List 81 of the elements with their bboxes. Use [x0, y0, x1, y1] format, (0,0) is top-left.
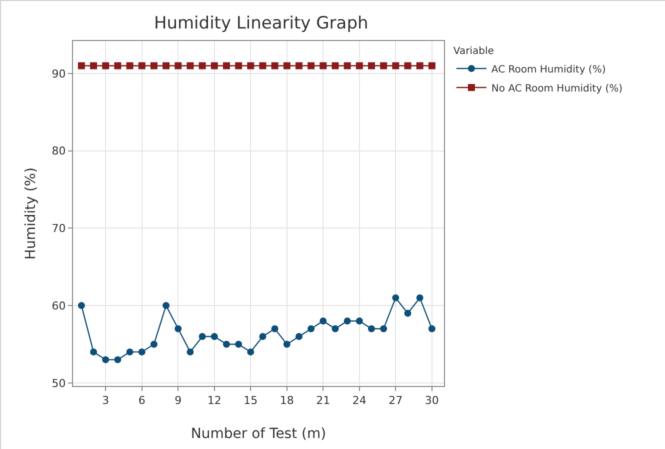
- point: [404, 310, 412, 317]
- x-tick-label: 12: [207, 394, 222, 408]
- point: [162, 302, 170, 310]
- point: [90, 348, 98, 356]
- x-tick-label: 30: [424, 394, 439, 408]
- point: [138, 62, 146, 70]
- point: [428, 62, 436, 70]
- x-tick-label: 15: [244, 394, 258, 408]
- point: [404, 62, 412, 70]
- point: [150, 340, 158, 348]
- point: [308, 62, 315, 70]
- y-tick-label: 80: [52, 144, 66, 158]
- x-tick-label: 27: [388, 394, 403, 408]
- x-tick-label: 24: [352, 394, 366, 408]
- point: [126, 62, 134, 70]
- point: [102, 356, 110, 364]
- point: [90, 62, 98, 70]
- point: [247, 348, 254, 356]
- point: [174, 325, 182, 332]
- y-tick-label: 60: [52, 299, 66, 312]
- point: [344, 62, 351, 70]
- point: [344, 318, 351, 325]
- point: [174, 62, 182, 70]
- point: [320, 62, 327, 70]
- x-tick-label: 6: [138, 394, 146, 408]
- chart-title: Humidity Linearity Graph: [154, 14, 368, 34]
- point: [235, 340, 242, 348]
- point: [114, 356, 122, 364]
- point: [186, 62, 194, 70]
- point: [380, 325, 388, 332]
- point: [222, 62, 230, 70]
- legend-label: No AC Room Humidity (%): [491, 83, 623, 94]
- point: [222, 340, 230, 348]
- y-tick-label: 90: [52, 67, 66, 80]
- point: [332, 62, 339, 70]
- point: [78, 302, 85, 310]
- point: [150, 62, 158, 70]
- x-tick-label: 3: [102, 394, 110, 408]
- point: [78, 62, 85, 70]
- legend-title: Variable: [453, 46, 494, 57]
- point: [392, 294, 400, 302]
- point: [162, 62, 170, 70]
- point: [295, 332, 302, 340]
- point: [295, 62, 302, 70]
- point: [320, 318, 327, 325]
- y-tick-label: 50: [52, 376, 66, 390]
- point: [356, 62, 363, 70]
- x-tick-label: 9: [174, 394, 182, 408]
- point: [283, 340, 290, 348]
- point: [186, 348, 194, 356]
- legend-label: AC Room Humidity (%): [491, 64, 606, 76]
- point: [247, 62, 254, 70]
- point: [416, 294, 424, 302]
- x-axis-title: Number of Test (m): [190, 426, 326, 442]
- point: [210, 62, 218, 70]
- point: [392, 62, 400, 70]
- point: [198, 332, 206, 340]
- point: [259, 62, 266, 70]
- point: [138, 348, 146, 356]
- point: [210, 332, 218, 340]
- point: [308, 325, 315, 332]
- point: [114, 62, 122, 70]
- point: [356, 318, 363, 325]
- point: [126, 348, 134, 356]
- point: [428, 325, 436, 332]
- point: [368, 62, 375, 70]
- point: [283, 62, 290, 70]
- x-tick-label: 18: [280, 394, 294, 408]
- point: [416, 62, 424, 70]
- point: [235, 62, 242, 70]
- point: [380, 62, 388, 70]
- y-tick-label: 70: [52, 222, 66, 236]
- point: [271, 62, 278, 70]
- point: [198, 62, 206, 70]
- point: [271, 325, 278, 332]
- point: [332, 325, 339, 332]
- point: [102, 62, 110, 70]
- point: [368, 325, 375, 332]
- y-axis-title: Humidity (%): [23, 167, 39, 260]
- x-tick-label: 21: [316, 394, 330, 408]
- point: [259, 332, 266, 340]
